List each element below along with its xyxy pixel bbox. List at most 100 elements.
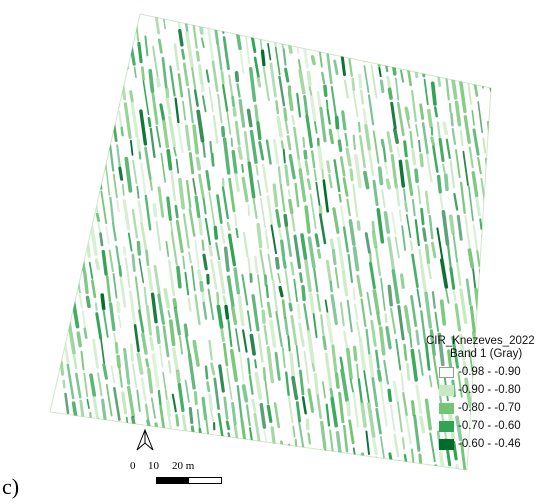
crop-row-segment xyxy=(81,310,86,328)
crop-row-segment xyxy=(171,393,177,413)
crop-row-segment xyxy=(508,469,513,502)
crop-row-segment xyxy=(275,208,281,228)
scale-bar: 0 10 20 m xyxy=(120,428,250,488)
crop-row-segment xyxy=(297,159,302,170)
crop-row-segment xyxy=(79,451,84,463)
crop-row-segment xyxy=(334,372,340,389)
crop-row-segment xyxy=(159,344,164,368)
crop-row-segment xyxy=(260,14,268,30)
crop-row-segment xyxy=(374,246,382,277)
crop-row-segment xyxy=(170,221,173,232)
crop-row-segment xyxy=(266,445,273,470)
crop-row-segment xyxy=(58,48,63,58)
crop-row-segment xyxy=(359,35,364,48)
crop-row-segment xyxy=(330,86,337,117)
crop-row-segment xyxy=(537,218,538,227)
crop-row-segment xyxy=(313,372,319,395)
crop-row-segment xyxy=(380,277,386,311)
crop-row-segment xyxy=(203,14,209,24)
crop-row-segment xyxy=(37,39,40,54)
crop-row-segment xyxy=(276,115,283,138)
crop-row-segment xyxy=(174,204,179,219)
crop-row-segment xyxy=(235,328,241,353)
crop-row-segment xyxy=(95,212,100,223)
field-boundary xyxy=(49,13,492,471)
crop-row-segment xyxy=(254,104,259,122)
crop-row-segment xyxy=(424,243,431,265)
crop-row-segment xyxy=(226,275,235,308)
crop-row-segment xyxy=(427,263,432,280)
crop-row-segment xyxy=(520,248,524,270)
crop-row-segment xyxy=(469,454,474,470)
crop-row-segment xyxy=(409,240,414,251)
crop-row-segment xyxy=(251,398,257,413)
crop-row-segment xyxy=(17,0,18,8)
crop-row-segment xyxy=(32,0,33,11)
crop-row-segment xyxy=(404,106,411,121)
crop-row-segment xyxy=(62,126,68,140)
crop-row-segment xyxy=(439,193,444,210)
crop-row-segment xyxy=(391,269,400,305)
crop-row-segment xyxy=(256,472,257,480)
crop-row-segment xyxy=(324,449,328,461)
crop-row-segment xyxy=(108,34,113,56)
crop-row-segment xyxy=(200,37,205,48)
crop-row-segment xyxy=(424,398,432,431)
crop-row-segment xyxy=(64,140,71,171)
crop-row-segment xyxy=(459,288,468,324)
crop-row-segment xyxy=(340,14,345,19)
crop-row-segment xyxy=(316,293,322,312)
crop-row-segment xyxy=(185,31,194,69)
north-arrow-icon xyxy=(134,428,156,454)
crop-row-segment xyxy=(297,458,301,470)
crop-row-segment xyxy=(424,342,431,371)
crop-row-segment xyxy=(234,172,240,193)
crop-row-segment xyxy=(513,455,516,469)
crop-row-segment xyxy=(80,14,87,24)
crop-row-segment xyxy=(188,406,194,425)
crop-row-segment xyxy=(303,94,309,116)
crop-row-segment xyxy=(211,0,213,12)
crop-row-segment xyxy=(449,160,455,189)
crop-row-segment xyxy=(372,179,379,206)
crop-row-segment xyxy=(385,22,393,45)
crop-row-segment xyxy=(461,14,469,29)
crop-row-segment xyxy=(522,470,527,502)
crop-row-segment xyxy=(299,272,303,283)
crop-row-segment xyxy=(79,399,85,418)
crop-row-segment xyxy=(402,391,408,417)
crop-row-segment xyxy=(307,236,316,269)
crop-row-segment xyxy=(211,60,219,92)
crop-row-segment xyxy=(387,284,393,307)
crop-row-segment xyxy=(510,128,514,153)
crop-row-segment xyxy=(339,301,345,327)
crop-row-segment xyxy=(240,419,247,441)
crop-row-segment xyxy=(436,121,441,139)
crop-row-segment xyxy=(59,208,66,233)
crop-row-segment xyxy=(450,112,454,127)
crop-row-segment xyxy=(411,148,417,166)
crop-row-segment xyxy=(216,291,220,305)
crop-row-segment xyxy=(103,102,107,119)
crop-row-segment xyxy=(452,290,457,302)
crop-row-segment xyxy=(345,147,352,167)
crop-row-segment xyxy=(263,429,268,443)
crop-row-segment xyxy=(433,14,439,18)
crop-row-segment xyxy=(400,69,405,83)
crop-row-segment xyxy=(458,18,465,51)
crop-row-segment xyxy=(50,216,52,238)
crop-row-segment xyxy=(114,341,119,354)
crop-row-segment xyxy=(306,329,315,365)
legend-item: -0.80 - -0.70 xyxy=(426,399,542,417)
crop-row-segment xyxy=(140,221,148,251)
crop-row-segment xyxy=(411,89,417,123)
crop-row-segment xyxy=(498,93,503,122)
crop-row-segment xyxy=(500,51,503,80)
crop-row-segment xyxy=(413,414,421,452)
crop-row-segment xyxy=(120,32,127,48)
crop-row-segment xyxy=(207,288,215,321)
crop-row-segment xyxy=(86,398,90,410)
crop-row-segment xyxy=(268,14,273,15)
crop-row-segment xyxy=(333,59,339,75)
crop-row-segment xyxy=(138,309,145,334)
